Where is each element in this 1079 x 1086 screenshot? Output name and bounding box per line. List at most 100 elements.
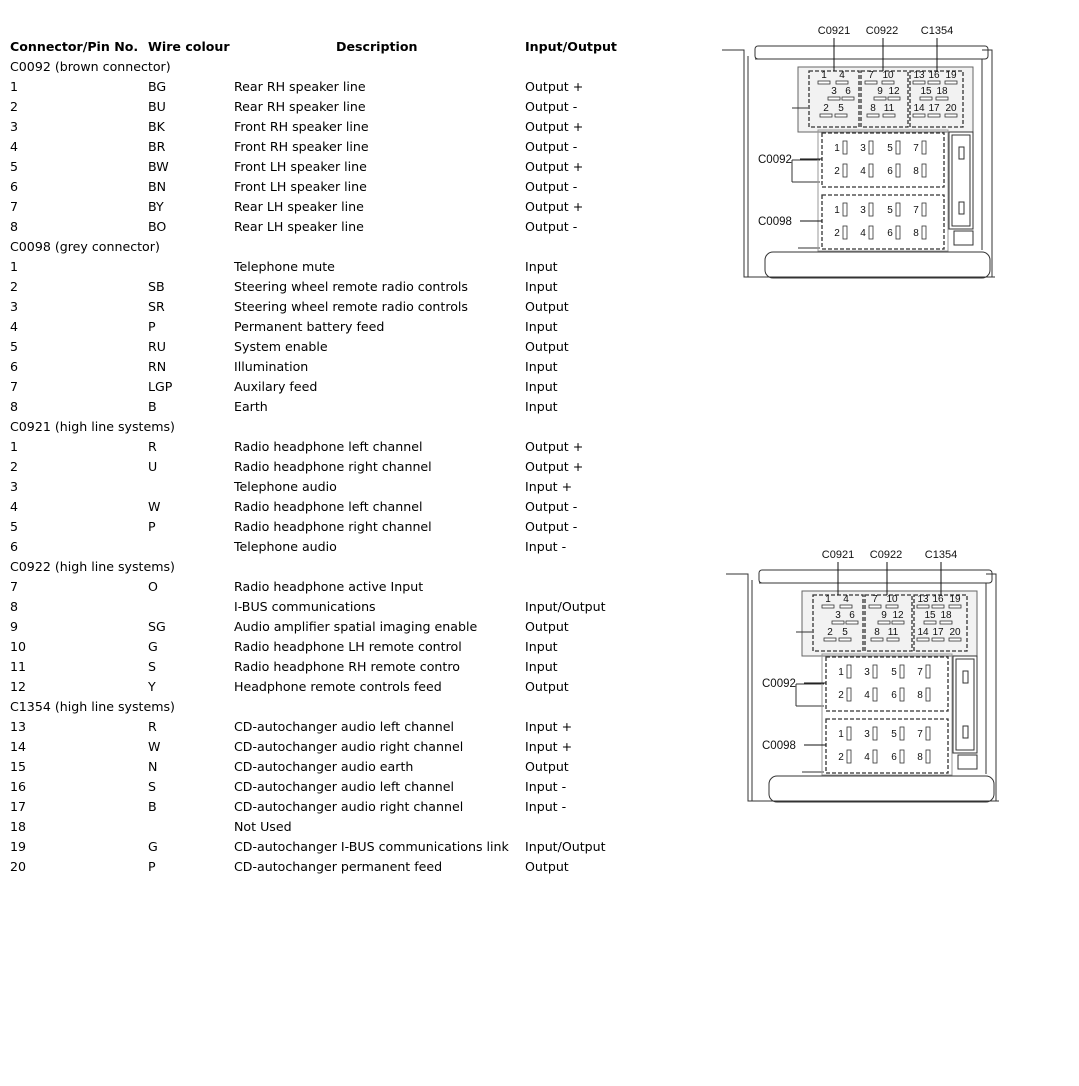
pin-number: 15 [924, 610, 936, 621]
pin-number: 7 [868, 70, 874, 81]
wire-cell: G [148, 639, 158, 654]
housing-bottom [764, 251, 991, 279]
description-cell: Steering wheel remote radio controls [234, 299, 468, 314]
pin-slot [887, 96, 901, 101]
pin-number: 1 [825, 594, 831, 605]
pin-slot [948, 604, 962, 609]
pin-slot [841, 96, 855, 101]
pin-cell: 18 [10, 819, 27, 834]
description-cell: Permanent battery feed [234, 319, 385, 334]
pin-cell: 4 [10, 499, 19, 514]
description-cell: Auxilary feed [234, 379, 318, 394]
pin-slot [872, 749, 878, 764]
header-description: Description [336, 39, 418, 54]
c0922-outline [864, 594, 913, 652]
housing-top-bar [758, 569, 993, 584]
description-cell: Rear RH speaker line [234, 79, 366, 94]
pin-slot [912, 113, 926, 118]
housing-left-edge [726, 573, 999, 802]
pin-number: 18 [940, 610, 952, 621]
wire-cell: BG [148, 79, 167, 94]
io-cell: Output [525, 759, 569, 774]
io-cell: Input [525, 259, 558, 274]
pin-number: 13 [913, 70, 925, 81]
pin-number: 19 [945, 70, 957, 81]
description-cell: Steering wheel remote radio controls [234, 279, 468, 294]
io-cell: Output [525, 619, 569, 634]
housing-frame [747, 49, 993, 277]
description-cell: Not Used [234, 819, 292, 834]
description-cell: Headphone remote controls feed [234, 679, 442, 694]
pin-number: 1 [834, 143, 840, 154]
pin-cell: 4 [10, 319, 19, 334]
pin-number: 1 [834, 205, 840, 216]
pin-slot [881, 80, 895, 85]
wire-cell: Y [148, 679, 156, 694]
wire-cell: P [148, 859, 156, 874]
pin-cell: 4 [10, 139, 19, 154]
description-cell: Radio headphone RH remote contro [234, 659, 460, 674]
wire-cell: P [148, 519, 156, 534]
c0921-label: C0921 [818, 25, 850, 37]
pin-slot [916, 637, 930, 642]
pin-number: 6 [891, 752, 897, 763]
description-cell: Front RH speaker line [234, 139, 369, 154]
wire-cell: BN [148, 179, 167, 194]
pin-cell: 2 [10, 279, 19, 294]
pin-slot [931, 604, 945, 609]
description-cell: CD-autochanger audio earth [234, 759, 414, 774]
pin-slot [877, 620, 891, 625]
pin-number: 7 [917, 667, 923, 678]
lower-block-frame [817, 129, 949, 252]
pin-slot [882, 113, 896, 118]
pin-cell: 1 [10, 79, 19, 94]
pin-number: 4 [860, 166, 866, 177]
pin-number: 11 [888, 627, 899, 638]
pin-slot [925, 664, 931, 679]
pin-slot [925, 687, 931, 702]
pin-number: 9 [881, 610, 887, 621]
description-cell: CD-autochanger I-BUS communications link [234, 839, 509, 854]
wire-cell: P [148, 319, 156, 334]
description-cell: Telephone mute [234, 259, 335, 274]
wire-cell: BR [148, 139, 166, 154]
pin-slot [895, 225, 901, 240]
pin-slot [921, 163, 927, 178]
pin-number: 3 [831, 86, 837, 97]
wire-cell: BY [148, 199, 164, 214]
side-tab [957, 754, 978, 770]
pin-slot [842, 225, 848, 240]
pin-number: 16 [928, 70, 940, 81]
pin-slot [872, 726, 878, 741]
pin-slot [948, 637, 962, 642]
pin-number: 8 [870, 103, 876, 114]
c0922-label: C0922 [866, 25, 898, 37]
io-cell: Input [525, 639, 558, 654]
side-panel-inner [951, 134, 971, 227]
c0922-label: C0922 [870, 549, 902, 561]
description-cell: Radio headphone right channel [234, 459, 432, 474]
io-cell: Output - [525, 499, 578, 514]
pin-cell: 19 [10, 839, 27, 854]
pin-number: 14 [913, 103, 925, 114]
group-title: C0922 (high line systems) [10, 559, 175, 574]
pin-slot [868, 140, 874, 155]
pin-number: 2 [838, 690, 844, 701]
io-cell: Input - [525, 799, 567, 814]
pin-number: 6 [891, 690, 897, 701]
pin-slot [895, 202, 901, 217]
pin-number: 5 [887, 205, 893, 216]
side-panel [948, 131, 974, 230]
pin-number: 3 [860, 205, 866, 216]
description-cell: Radio headphone left channel [234, 439, 423, 454]
pin-number: 3 [864, 729, 870, 740]
wire-cell: LGP [148, 379, 173, 394]
pin-slot [835, 80, 849, 85]
pin-slot [817, 80, 831, 85]
pin-number: 4 [864, 752, 870, 763]
pin-cell: 7 [10, 379, 19, 394]
c1354-label: C1354 [925, 549, 957, 561]
description-cell: Telephone audio [234, 539, 337, 554]
io-cell: Output [525, 679, 569, 694]
